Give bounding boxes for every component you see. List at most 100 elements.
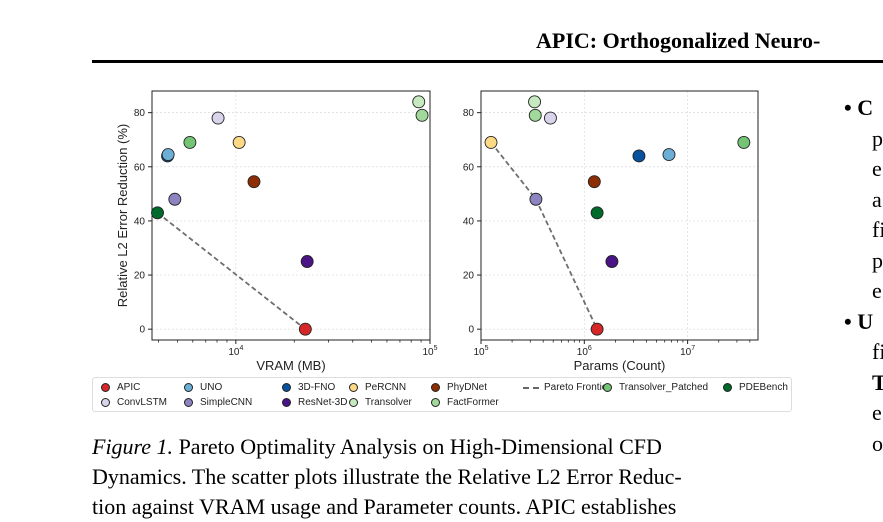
chart-vram: 0 20 40 60 80 104 105 VRAM (MB) Relative L2 Erro… <box>115 90 438 373</box>
legend-label: APIC <box>117 382 141 393</box>
legend-item-convlstm: ConvLSTM <box>101 397 167 408</box>
header-rule <box>92 60 883 63</box>
y-tick-label: 20 <box>134 271 146 282</box>
point-pdebench <box>590 206 604 220</box>
right-column-line: e <box>872 156 882 181</box>
pareto-frontier-line <box>156 212 306 330</box>
point-simplecnn <box>168 192 182 206</box>
right-column-line: T <box>872 369 883 395</box>
right-column-line: p <box>872 247 883 273</box>
legend-label: Pareto Frontier <box>544 382 611 393</box>
y-tick-label: 60 <box>463 162 475 173</box>
legend-label: Transolver_Patched <box>619 382 709 393</box>
right-column-line: e <box>872 278 882 303</box>
point-transolver-patched <box>737 135 751 149</box>
x-tick-label: 105 <box>422 345 437 358</box>
x-tick-label: 107 <box>680 345 695 358</box>
legend-marker <box>282 398 291 407</box>
x-tick-label: 106 <box>577 345 592 358</box>
legend-marker <box>101 398 110 407</box>
legend-marker <box>184 383 193 392</box>
legend-item-pdebench: PDEBench <box>723 382 788 393</box>
legend-label: PDEBench <box>739 382 788 393</box>
point-3d-fno <box>632 149 646 163</box>
caption-line-2: Dynamics. The scatter plots illustrate t… <box>92 464 682 489</box>
plot-frame <box>151 90 431 341</box>
point-apic <box>590 322 604 336</box>
y-tick-label: 0 <box>139 325 145 336</box>
caption-line-3: tion against VRAM usage and Parameter co… <box>92 494 677 519</box>
legend-label: PhyDNet <box>447 382 488 393</box>
point-percnn <box>484 135 498 149</box>
legend-marker <box>431 398 440 407</box>
legend-dash-line <box>523 386 539 389</box>
legend-marker <box>603 383 612 392</box>
y-tick-label: 60 <box>134 162 146 173</box>
figure-caption: Figure 1. Pareto Optimality Analysis on … <box>92 432 797 522</box>
point-resnet-3d <box>300 255 314 268</box>
right-column-line: a <box>872 186 882 212</box>
right-column-line: fi <box>872 339 883 364</box>
chart-params: 0 20 40 60 80 105 106 107 Params (Count) <box>463 90 759 373</box>
pareto-charts: 0 20 40 60 80 104 105 VRAM (MB) Relative L2 Erro… <box>115 90 759 373</box>
right-column-line: e <box>872 400 882 425</box>
point-percnn <box>232 135 246 149</box>
legend-item-transolver: Transolver <box>349 397 412 408</box>
point-transolver <box>412 95 426 109</box>
legend-marker <box>431 383 440 392</box>
y-tick-label: 80 <box>134 108 146 119</box>
legend-label: ConvLSTM <box>117 397 168 408</box>
caption-line-1: Pareto Optimality Analysis on High-Dimen… <box>178 434 662 459</box>
right-column-line: o <box>872 430 883 456</box>
legend-label: ResNet-3D <box>298 397 348 408</box>
y-tick-label: 80 <box>463 108 475 119</box>
legend-item-apic: APIC <box>101 382 140 393</box>
right-column-line: • U <box>844 308 874 334</box>
point-simplecnn <box>529 192 543 206</box>
point-transolver-patched <box>183 135 197 149</box>
right-column-line: p <box>872 125 883 151</box>
x-axis-label: Params (Count) <box>574 358 666 373</box>
point-factformer <box>415 108 429 122</box>
legend-item-phydnet: PhyDNet <box>431 382 487 393</box>
plot-frame <box>480 90 759 341</box>
point-phydnet <box>247 175 261 189</box>
legend-label: Transolver <box>365 397 412 408</box>
point-convlstm <box>543 111 557 125</box>
legend-item-uno: UNO <box>184 382 222 393</box>
legend-item-3d-fno: 3D-FNO <box>282 382 335 393</box>
right-column-line: • C <box>844 95 874 120</box>
legend-marker <box>282 383 291 392</box>
legend-label: 3D-FNO <box>298 382 336 393</box>
y-tick-label: 40 <box>463 216 475 227</box>
legend-label: PeRCNN <box>365 382 407 393</box>
y-tick-label: 40 <box>134 216 146 227</box>
x-axis-label: VRAM (MB) <box>256 358 325 373</box>
point-uno <box>161 148 175 162</box>
legend-marker <box>723 383 732 392</box>
y-tick-label: 20 <box>463 271 475 282</box>
y-axis-label: Relative L2 Error Reduction (%) <box>115 124 130 308</box>
pareto-frontier-line <box>490 141 598 330</box>
point-phydnet <box>587 175 601 189</box>
right-column-line: fi <box>872 217 883 242</box>
legend-item-resnet-3d: ResNet-3D <box>282 397 347 408</box>
point-uno <box>662 148 676 162</box>
x-tick-label: 105 <box>473 345 488 358</box>
legend-item-factformer: FactFormer <box>431 397 499 408</box>
point-factformer <box>528 108 542 122</box>
legend-marker <box>349 398 358 407</box>
running-title: APIC: Orthogonalized Neuro- <box>536 28 821 53</box>
legend-marker <box>184 398 193 407</box>
legend-item-transolver-patched: Transolver_Patched <box>603 382 708 393</box>
point-convlstm <box>211 111 225 125</box>
legend-label: FactFormer <box>447 397 499 408</box>
legend-marker <box>101 383 110 392</box>
point-apic <box>298 322 312 336</box>
legend-label: SimpleCNN <box>200 397 253 408</box>
point-pdebench <box>151 206 164 220</box>
legend-marker <box>349 383 358 392</box>
legend-item-simplecnn: SimpleCNN <box>184 397 252 408</box>
point-resnet-3d <box>605 255 619 268</box>
